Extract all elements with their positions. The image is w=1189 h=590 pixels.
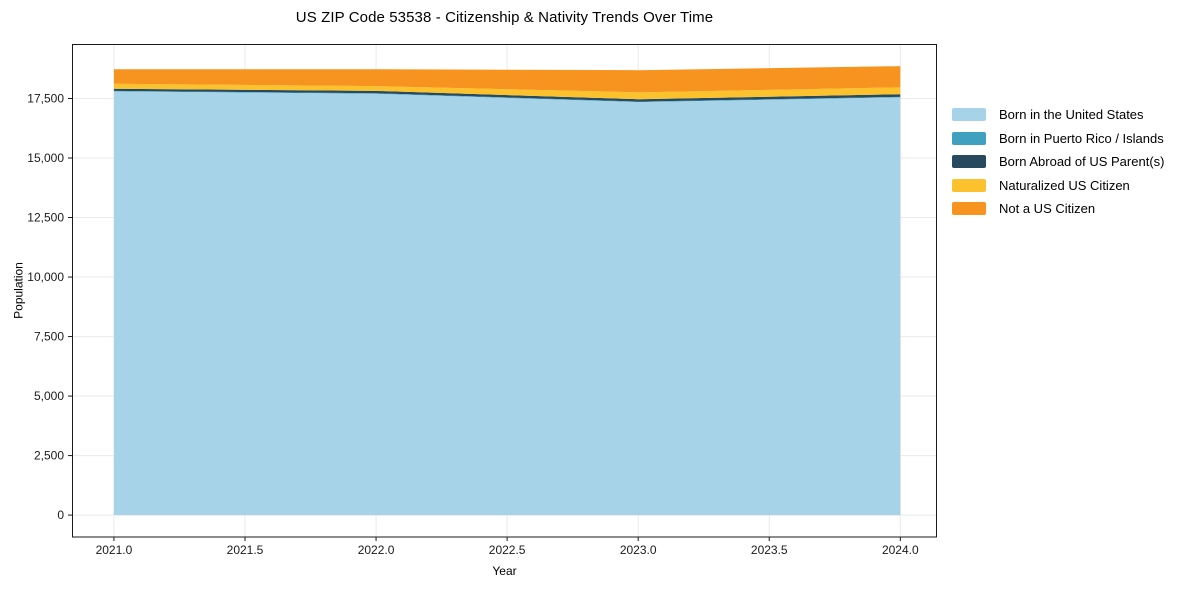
area-naturalized-us-citizen — [113, 83, 901, 100]
legend-label: Not a US Citizen — [999, 201, 1096, 217]
x-tick-label: 2023.0 — [620, 543, 657, 557]
legend-swatch-icon — [952, 178, 986, 192]
legend: Born in the United States Born in Puerto … — [952, 103, 1165, 221]
legend-item-born-in-puerto-rico-islands: Born in Puerto Rico / Islands — [952, 127, 1164, 151]
legend-label: Born Abroad of US Parent(s) — [999, 154, 1165, 170]
x-tick-label: 2022.0 — [358, 543, 395, 557]
y-axis-label: Population — [11, 262, 25, 319]
y-tick-label: 12,500 — [27, 211, 64, 225]
y-tick-label: 0 — [57, 508, 64, 522]
area-born-in-puerto-rico-islands — [113, 90, 901, 103]
x-tick-label: 2021.0 — [96, 543, 133, 557]
area-not-a-us-citizen — [113, 66, 901, 93]
legend-swatch-icon — [952, 202, 986, 216]
area-born-in-the-united-states — [113, 91, 901, 516]
chart-title: US ZIP Code 53538 - Citizenship & Nativi… — [295, 9, 714, 26]
x-axis-label: Year — [492, 564, 517, 578]
y-tick-label: 10,000 — [27, 270, 64, 284]
x-tick-label: 2023.5 — [751, 543, 788, 557]
y-tick-label: 17,500 — [27, 92, 64, 106]
legend-item-born-in-the-united-states: Born in the United States — [952, 103, 1164, 127]
x-tick-label: 2022.5 — [489, 543, 526, 557]
legend-swatch-icon — [952, 155, 986, 169]
legend-label: Naturalized US Citizen — [999, 177, 1130, 193]
x-tick-label: 2021.5 — [227, 543, 264, 557]
area-born-abroad-of-us-parent-s — [113, 88, 901, 102]
legend-swatch-icon — [952, 108, 986, 122]
legend-swatch-icon — [952, 131, 986, 145]
x-tick-label: 2024.0 — [882, 543, 919, 557]
legend-item-born-abroad-of-us-parent-s: Born Abroad of US Parent(s) — [952, 150, 1164, 174]
legend-label: Born in Puerto Rico / Islands — [999, 130, 1164, 146]
y-tick-label: 5,000 — [34, 389, 64, 403]
y-tick-label: 7,500 — [34, 330, 64, 344]
legend-label: Born in the United States — [999, 107, 1144, 123]
y-tick-label: 2,500 — [34, 449, 64, 463]
legend-item-not-a-us-citizen: Not a US Citizen — [952, 197, 1164, 221]
legend-item-naturalized-us-citizen: Naturalized US Citizen — [952, 174, 1164, 198]
y-tick-label: 15,000 — [27, 151, 64, 165]
plot-border — [72, 44, 937, 538]
